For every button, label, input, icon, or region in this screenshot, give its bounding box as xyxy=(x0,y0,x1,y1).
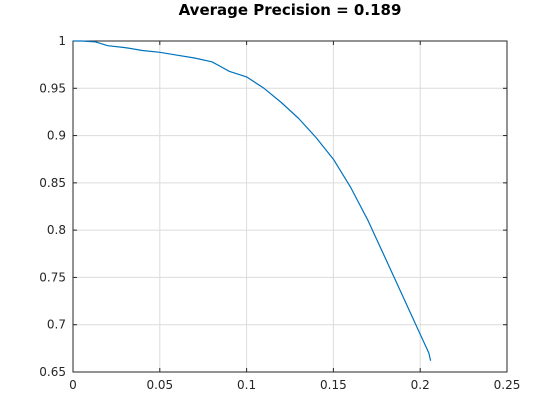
y-tick-label: 0.9 xyxy=(47,129,66,143)
y-tick-label: 0.7 xyxy=(47,318,66,332)
x-tick-label: 0.05 xyxy=(146,378,173,392)
y-tick-label: 0.95 xyxy=(39,81,66,95)
chart-title: Average Precision = 0.189 xyxy=(179,1,402,19)
x-tick-label: 0.1 xyxy=(237,378,256,392)
plot-area xyxy=(72,40,508,373)
x-tick-label: 0.2 xyxy=(411,378,430,392)
x-tick-label: 0 xyxy=(69,378,77,392)
x-tick-label: 0.25 xyxy=(494,378,521,392)
grid-lines xyxy=(72,40,508,373)
y-tick-label: 1 xyxy=(58,34,66,48)
series-layer xyxy=(73,40,432,361)
y-tick-label: 0.65 xyxy=(39,365,66,379)
y-tick-label: 0.75 xyxy=(39,270,66,284)
axis-ticks: 0 0.05 0.1 0.15 0.2 0.25 0.65 0.7 0.75 0.8 0.85 0.9… xyxy=(39,34,520,392)
y-tick-label: 0.8 xyxy=(47,223,66,237)
x-tick-label: 0.15 xyxy=(320,378,347,392)
y-tick-label: 0.85 xyxy=(39,176,66,190)
precision-recall-line xyxy=(73,40,432,361)
